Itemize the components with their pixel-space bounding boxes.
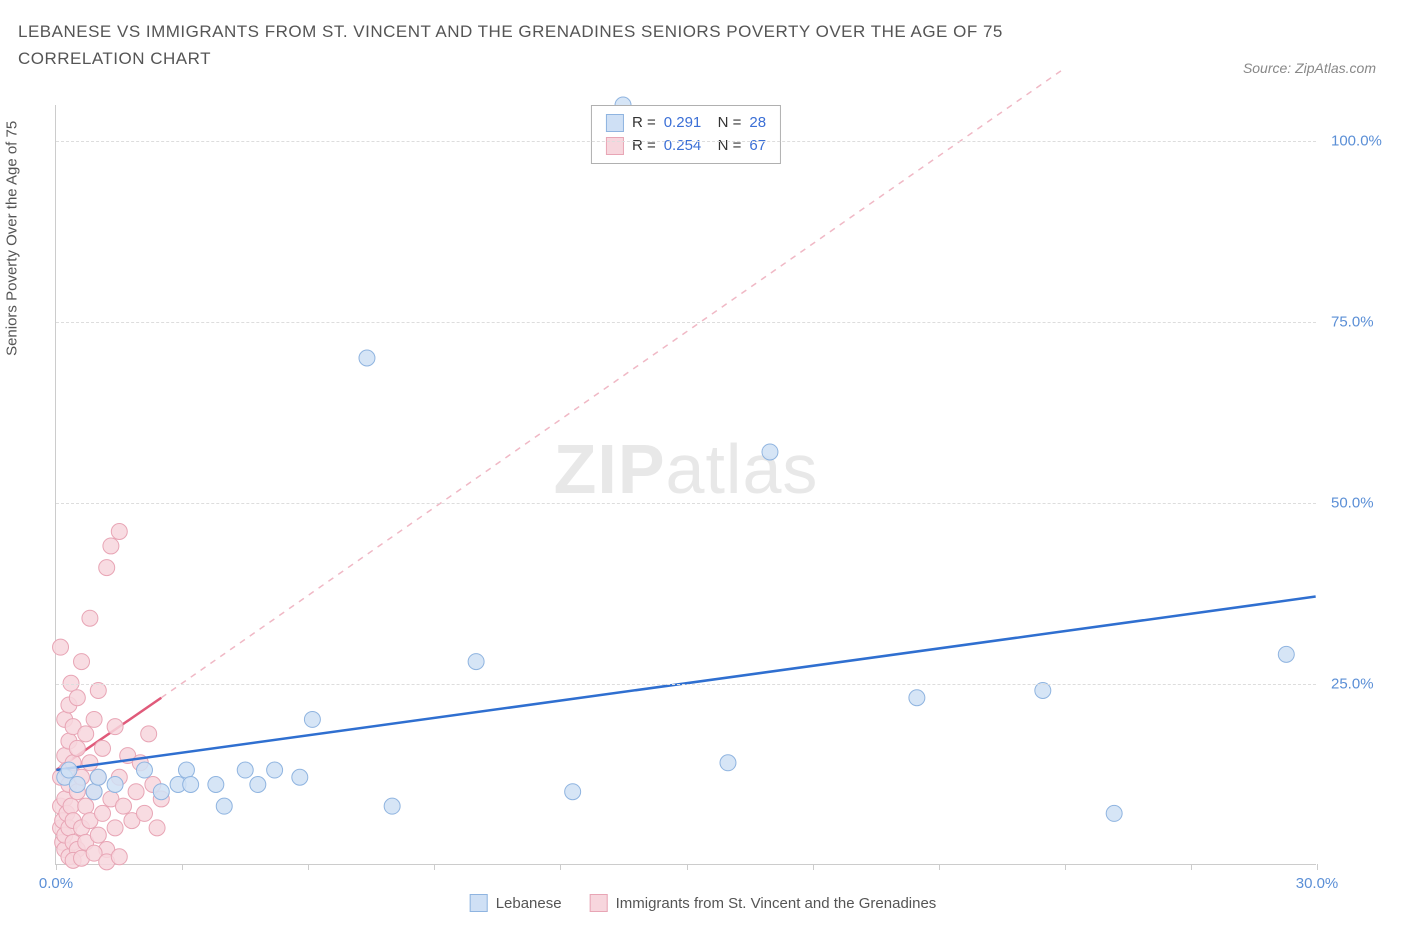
- r-label-1: R =: [632, 112, 656, 135]
- stats-row-1: R = 0.291 N = 28: [606, 112, 766, 135]
- stats-legend: R = 0.291 N = 28 R = 0.254 N = 67: [591, 105, 781, 164]
- legend-swatch-1: [470, 894, 488, 912]
- x-tick-label: 0.0%: [39, 875, 73, 892]
- n-label-2: N =: [709, 135, 741, 158]
- n-label-1: N =: [709, 112, 741, 135]
- swatch-series-1: [606, 114, 624, 132]
- r-label-2: R =: [632, 135, 656, 158]
- y-tick-label: 50.0%: [1331, 495, 1391, 512]
- chart-container: LEBANESE VS IMMIGRANTS FROM ST. VINCENT …: [0, 0, 1406, 930]
- legend-item-1: Lebanese: [470, 894, 562, 912]
- bottom-legend: Lebanese Immigrants from St. Vincent and…: [470, 894, 937, 912]
- plot-area: ZIPatlas R = 0.291 N = 28 R = 0.254 N = …: [55, 105, 1316, 865]
- swatch-series-2: [606, 137, 624, 155]
- y-tick-label: 100.0%: [1331, 133, 1391, 150]
- y-tick-label: 25.0%: [1331, 676, 1391, 693]
- y-axis-label: Seniors Poverty Over the Age of 75: [4, 121, 21, 356]
- legend-swatch-2: [590, 894, 608, 912]
- legend-item-2: Immigrants from St. Vincent and the Gren…: [590, 894, 937, 912]
- n-value-1: 28: [749, 112, 766, 135]
- x-tick-label: 30.0%: [1296, 875, 1339, 892]
- y-tick-label: 75.0%: [1331, 314, 1391, 331]
- r-value-2: 0.254: [664, 135, 702, 158]
- plot-svg: [56, 105, 1316, 864]
- n-value-2: 67: [749, 135, 766, 158]
- stats-row-2: R = 0.254 N = 67: [606, 135, 766, 158]
- r-value-1: 0.291: [664, 112, 702, 135]
- chart-title: LEBANESE VS IMMIGRANTS FROM ST. VINCENT …: [18, 18, 1118, 72]
- legend-label-2: Immigrants from St. Vincent and the Gren…: [616, 895, 937, 912]
- source-label: Source: ZipAtlas.com: [1243, 60, 1376, 76]
- legend-label-1: Lebanese: [496, 895, 562, 912]
